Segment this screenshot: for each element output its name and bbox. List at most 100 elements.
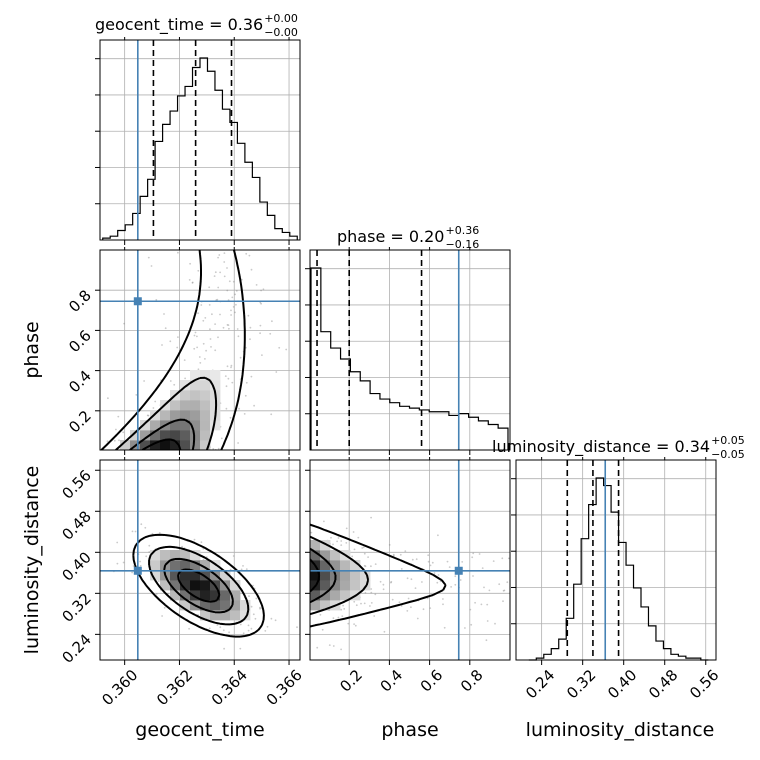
sample-point bbox=[340, 608, 343, 611]
x-tick-label: 0.364 bbox=[208, 666, 251, 709]
sample-point bbox=[411, 558, 414, 561]
density-cell bbox=[220, 610, 231, 621]
sample-point bbox=[262, 288, 265, 291]
sample-point bbox=[205, 349, 208, 352]
contour-level-1 bbox=[115, 376, 218, 450]
sample-point bbox=[223, 275, 226, 278]
y-tick-label: 0.6 bbox=[65, 327, 95, 357]
density-cell bbox=[350, 580, 361, 591]
sample-point bbox=[355, 604, 358, 607]
sample-point bbox=[123, 322, 125, 325]
x-tick-label: 0.40 bbox=[604, 666, 640, 702]
sample-point bbox=[285, 348, 288, 351]
sample-point bbox=[239, 356, 242, 359]
sample-point bbox=[188, 627, 191, 630]
sample-point bbox=[369, 605, 371, 607]
density-cell bbox=[320, 560, 331, 571]
sample-point bbox=[400, 605, 403, 607]
sample-point bbox=[115, 428, 117, 431]
density-cell bbox=[130, 430, 141, 441]
density-cell bbox=[160, 440, 171, 450]
sample-point bbox=[481, 567, 484, 569]
sample-point bbox=[340, 540, 343, 542]
x-tick-label: 0.48 bbox=[645, 666, 681, 702]
x-tick-label: 0.6 bbox=[417, 666, 447, 696]
density-cell bbox=[210, 420, 221, 431]
sample-point bbox=[132, 565, 135, 567]
contour-level-0 bbox=[132, 533, 265, 638]
sample-point bbox=[407, 597, 410, 600]
sample-point bbox=[374, 593, 377, 596]
sample-point bbox=[146, 414, 149, 417]
sample-point bbox=[502, 589, 505, 592]
title-sup-geocent_time: +0.00 bbox=[264, 12, 298, 25]
sample-point bbox=[134, 530, 137, 533]
histogram-phase bbox=[310, 267, 509, 450]
sample-point bbox=[390, 580, 393, 583]
sample-point bbox=[252, 584, 254, 587]
density-cell bbox=[320, 600, 331, 611]
density-cell bbox=[230, 580, 241, 591]
contour-level-0 bbox=[310, 523, 447, 628]
sample-point bbox=[239, 623, 242, 626]
sample-point bbox=[231, 381, 234, 384]
sample-point bbox=[173, 383, 176, 386]
density-cell bbox=[360, 580, 371, 591]
title-sub-luminosity_distance: −0.05 bbox=[711, 448, 745, 461]
sample-point bbox=[131, 530, 134, 533]
sample-point bbox=[370, 565, 372, 568]
density-cell bbox=[330, 580, 341, 591]
sample-point bbox=[240, 278, 243, 281]
density-cell bbox=[180, 560, 191, 571]
density-cell bbox=[330, 590, 341, 601]
density-cell bbox=[170, 430, 181, 441]
sample-point bbox=[188, 279, 191, 281]
density-cell bbox=[310, 600, 321, 611]
sample-point bbox=[343, 608, 346, 610]
sample-point bbox=[239, 647, 242, 650]
sample-point bbox=[227, 324, 230, 326]
sample-point bbox=[223, 261, 226, 263]
sample-point bbox=[214, 323, 217, 325]
sample-point bbox=[437, 534, 439, 537]
sample-point bbox=[236, 328, 239, 330]
sample-point bbox=[341, 615, 344, 617]
sample-point bbox=[255, 597, 258, 600]
density-geocent_time-phase bbox=[100, 250, 288, 450]
title-sup-luminosity_distance: +0.05 bbox=[711, 434, 745, 447]
density-cell bbox=[170, 420, 181, 431]
sample-point bbox=[480, 603, 483, 606]
density-cell bbox=[170, 550, 181, 561]
sample-point bbox=[248, 254, 251, 257]
density-cell bbox=[180, 600, 191, 611]
sample-point bbox=[421, 581, 423, 583]
sample-point bbox=[321, 628, 324, 631]
sample-point bbox=[414, 587, 417, 589]
sample-point bbox=[319, 613, 322, 616]
sample-point bbox=[254, 617, 257, 620]
sample-point bbox=[406, 577, 409, 580]
sample-point bbox=[164, 327, 167, 330]
sample-point bbox=[406, 610, 409, 612]
truth-marker bbox=[454, 566, 463, 575]
panel-frame bbox=[99, 459, 301, 661]
sample-point bbox=[220, 437, 223, 440]
density-cell bbox=[190, 380, 201, 391]
x-axis-label-luminosity_distance: luminosity_distance bbox=[526, 719, 715, 741]
sample-point bbox=[253, 404, 256, 407]
density-cell bbox=[150, 440, 161, 450]
sample-point bbox=[486, 620, 489, 622]
density-cell bbox=[150, 430, 161, 441]
sample-point bbox=[235, 303, 237, 306]
sample-point bbox=[370, 516, 372, 519]
sample-point bbox=[255, 284, 258, 286]
y-axis-label-luminosity_distance: luminosity_distance bbox=[21, 466, 43, 655]
sample-point bbox=[415, 558, 418, 561]
sample-point bbox=[198, 356, 201, 358]
sample-point bbox=[364, 591, 367, 594]
sample-point bbox=[131, 571, 134, 574]
density-cell bbox=[190, 580, 201, 591]
y-tick-label: 0.32 bbox=[58, 589, 94, 625]
sample-point bbox=[245, 568, 248, 570]
